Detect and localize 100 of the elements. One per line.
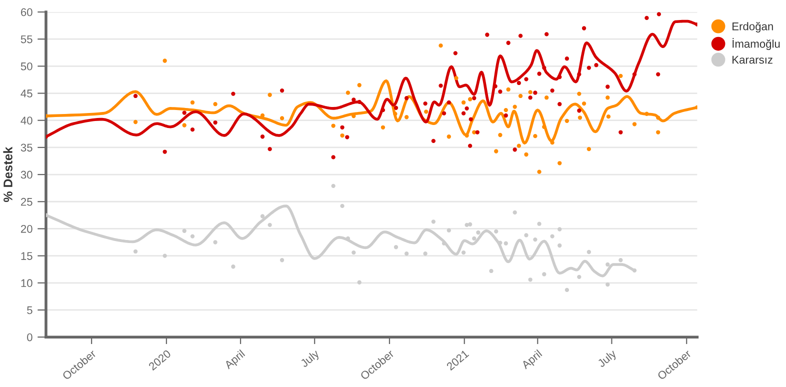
point [632, 122, 637, 126]
legend-label: İmamoğlu [732, 38, 780, 50]
point [133, 249, 138, 254]
point [577, 92, 582, 96]
point [424, 110, 428, 114]
point [594, 63, 598, 68]
point [512, 148, 517, 152]
point [423, 101, 428, 106]
point [213, 240, 218, 244]
point [586, 146, 592, 152]
point [524, 152, 528, 157]
point [393, 112, 398, 116]
point [268, 222, 272, 228]
point [346, 90, 350, 95]
point [498, 90, 502, 94]
point [446, 228, 451, 232]
point [162, 58, 167, 63]
y-tick-label: 30 [20, 170, 32, 179]
point [618, 130, 623, 134]
point [357, 280, 362, 284]
point [380, 125, 386, 130]
x-tick-label: July [596, 348, 618, 370]
point [544, 96, 549, 100]
point [578, 116, 582, 120]
point [268, 146, 272, 152]
point [582, 26, 586, 30]
point [656, 72, 660, 76]
point [438, 84, 443, 88]
point [472, 96, 476, 100]
y-tick-label: 50 [20, 62, 32, 70]
point [431, 138, 436, 144]
point [558, 227, 562, 232]
point [533, 237, 538, 242]
y-tick-label: 5 [27, 306, 32, 314]
point [280, 116, 284, 120]
point [231, 92, 236, 96]
point [404, 96, 409, 100]
point [475, 130, 480, 134]
point [423, 252, 428, 256]
y-tick-label: 0 [27, 333, 32, 342]
point [632, 72, 637, 76]
point [133, 120, 138, 124]
point [162, 254, 167, 258]
point [190, 234, 195, 238]
point [558, 161, 562, 166]
point [468, 222, 472, 226]
point [404, 115, 409, 120]
x-tick-label: July [300, 348, 322, 370]
point [464, 106, 469, 111]
point [340, 125, 344, 130]
point [528, 278, 532, 282]
point [656, 12, 662, 16]
point [533, 90, 538, 95]
point [340, 133, 344, 138]
point [438, 44, 443, 48]
point [524, 77, 528, 82]
point [516, 80, 521, 86]
point [340, 204, 344, 208]
point [537, 222, 542, 226]
point [260, 134, 265, 139]
point [280, 258, 284, 262]
y-tick-label: 10 [21, 279, 32, 288]
point [472, 236, 476, 241]
point [231, 264, 236, 269]
point [268, 92, 272, 97]
point [442, 111, 446, 116]
point [558, 102, 562, 106]
point [331, 124, 336, 128]
point [606, 96, 610, 100]
y-tick-label: 60 [20, 8, 32, 16]
point [524, 233, 528, 238]
point [404, 252, 409, 256]
point [182, 228, 186, 233]
y-axis-title: % Destek [3, 146, 12, 202]
point [577, 108, 582, 113]
point [656, 130, 660, 134]
point [182, 110, 186, 115]
point [260, 214, 265, 218]
point [528, 90, 532, 94]
legend-label: Erdoğan [732, 22, 773, 32]
point [644, 112, 649, 116]
point [542, 66, 546, 70]
point [518, 34, 523, 38]
point [558, 74, 562, 80]
y-tick-label: 35 [20, 144, 32, 152]
point [494, 229, 498, 234]
legend-label: Kararsız [732, 56, 772, 64]
point [468, 117, 473, 122]
point [586, 250, 592, 254]
point [606, 84, 610, 89]
point [542, 124, 546, 129]
point [190, 127, 195, 132]
point [331, 184, 336, 188]
point [46, 213, 48, 218]
point [494, 149, 498, 154]
point [476, 230, 480, 235]
point [498, 132, 502, 138]
point [550, 234, 554, 238]
point [516, 144, 521, 148]
point [394, 245, 398, 250]
